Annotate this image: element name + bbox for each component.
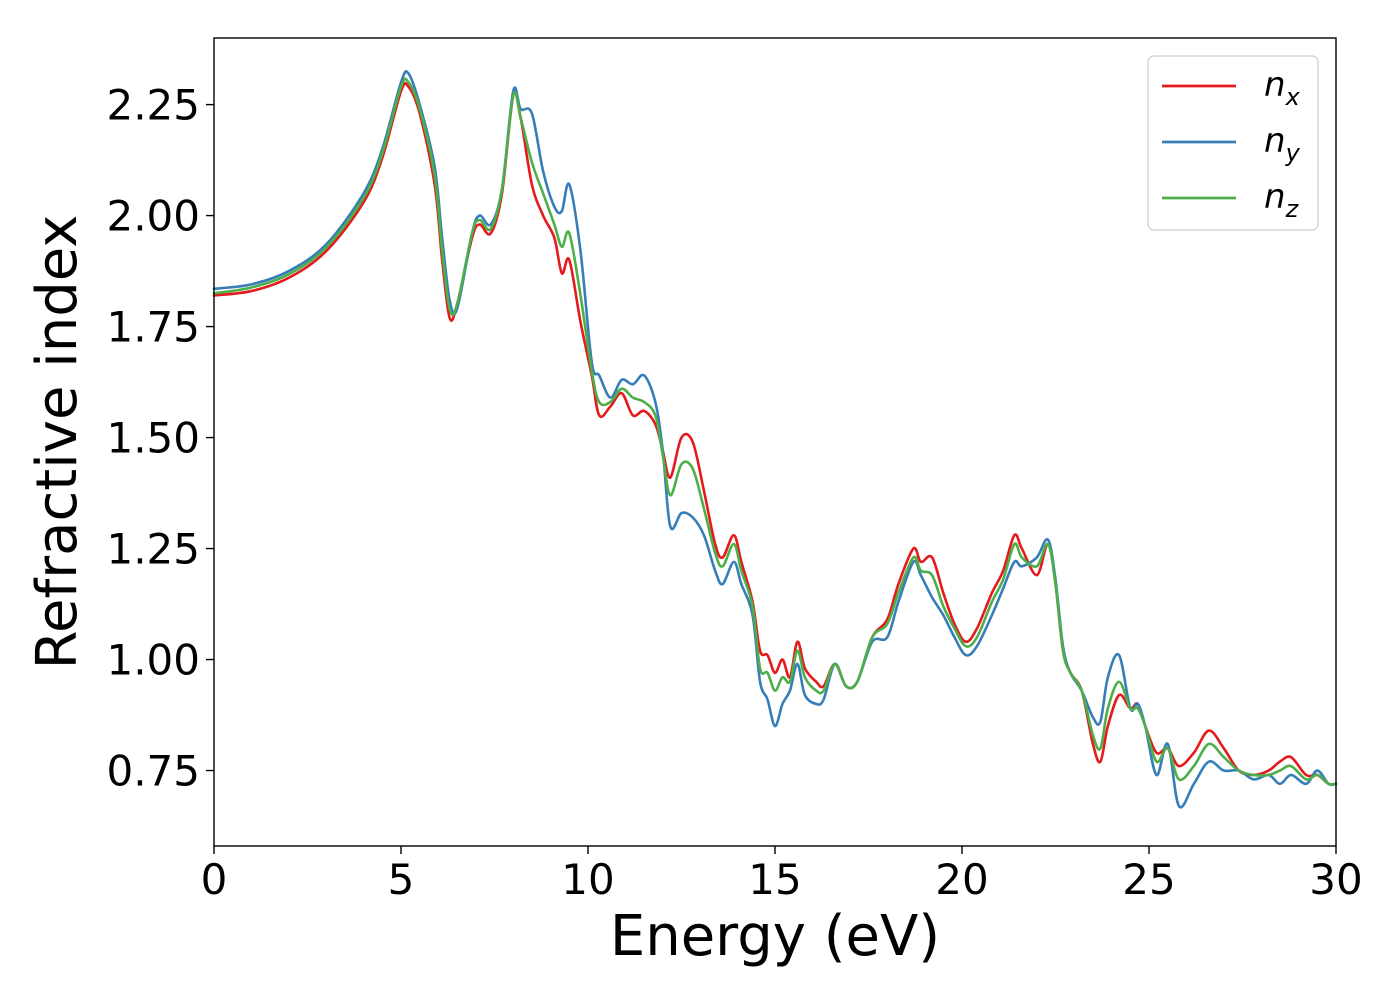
x-tick-label: 10 [561,855,614,904]
x-tick-label: 25 [1122,855,1175,904]
y-tick-label: 1.00 [106,636,200,685]
legend: nx ny nz [1147,55,1319,231]
x-tick-label: 30 [1309,855,1362,904]
y-tick-label: 1.25 [106,525,200,574]
series-line-nz [212,77,1338,786]
legend-label-nx: nx [1264,65,1301,111]
y-tick-label: 1.75 [106,303,200,352]
y-axis: 0.75 1.00 1.25 1.50 1.75 2.00 2.25 [106,81,214,796]
x-tick-label: 0 [201,855,228,904]
x-tick-label: 15 [748,855,801,904]
x-axis-label: Energy (eV) [610,904,940,969]
legend-label-ny: ny [1264,121,1301,167]
y-tick-label: 2.25 [106,81,200,130]
y-tick-label: 0.75 [106,747,200,796]
x-tick-label: 5 [388,855,415,904]
y-tick-label: 1.50 [106,414,200,463]
y-axis-label: Refractive index [25,215,90,670]
y-tick-label: 2.00 [106,192,200,241]
legend-label-nz: nz [1264,177,1300,223]
series-layer [212,70,1338,809]
x-axis: 0 5 10 15 20 25 30 [201,846,1363,904]
x-tick-label: 20 [935,855,988,904]
